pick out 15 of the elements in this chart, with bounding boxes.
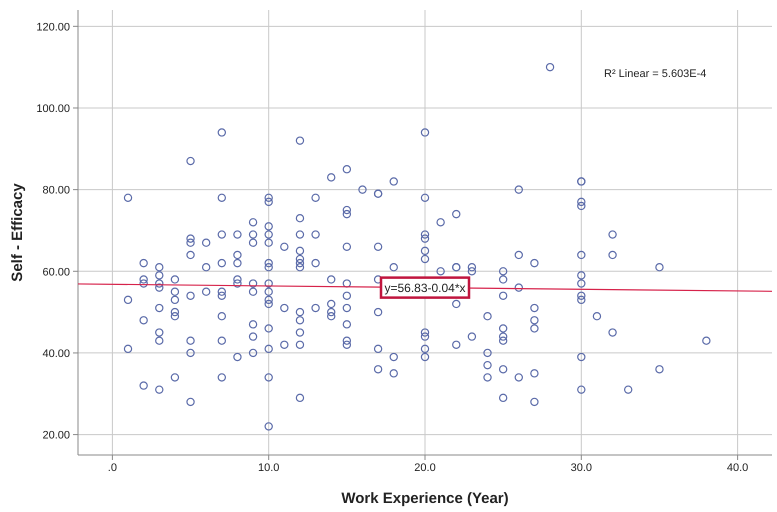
x-tick-label: 40.0 [726, 462, 748, 474]
annotation: R² Linear = 5.603E-4 [604, 68, 706, 80]
y-tick-label: 20.00 [42, 430, 70, 442]
y-tick-label: 100.00 [36, 102, 70, 115]
x-tick-label: 20.0 [414, 462, 436, 474]
x-tick-label: 10.0 [258, 462, 280, 474]
y-tick-label: 80.00 [42, 184, 70, 197]
y-tick-label: 60.00 [42, 266, 70, 278]
y-axis-title: Self - Efficacy [9, 182, 26, 282]
y-tick-label: 40.00 [42, 348, 70, 360]
x-axis-title: Work Experience (Year) [341, 490, 509, 507]
annotation: y=56.83-0.04*x [384, 281, 466, 296]
x-tick-label: .0 [108, 462, 117, 474]
x-tick-label: 30.0 [570, 462, 592, 474]
y-tick-label: 120.00 [36, 21, 70, 34]
